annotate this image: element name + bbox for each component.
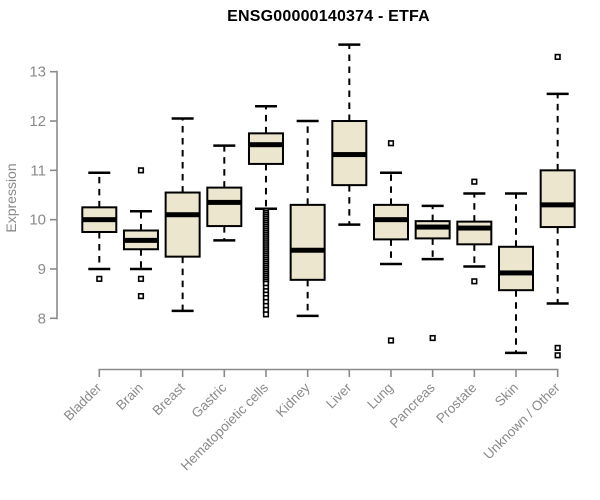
boxplot-skin (498, 192, 534, 355)
median-line (165, 212, 200, 218)
outlier-point (387, 337, 395, 344)
outlier-point (96, 275, 103, 282)
iqr-box (498, 245, 534, 292)
x-tick-label: Brain (113, 380, 146, 413)
x-tick-label: Breast (150, 380, 188, 418)
median-line (540, 202, 575, 208)
x-tick-label: Skin (492, 380, 521, 409)
boxplot-bladder (81, 171, 118, 282)
outlier-point (262, 311, 270, 318)
y-tick-label: 9 (38, 261, 46, 278)
iqr-box (414, 220, 451, 240)
iqr-box (289, 203, 326, 281)
x-tick-label: Prostate (433, 380, 479, 426)
boxplot-liver (331, 43, 368, 226)
median-line (457, 225, 492, 231)
chart-title: ENSG00000140374 - ETFA (227, 8, 430, 25)
median-line (207, 199, 242, 205)
median-line (290, 247, 325, 253)
median-line (373, 217, 408, 223)
median-line (332, 152, 367, 158)
outlier-point (554, 352, 561, 359)
x-tick-label: Gastric (189, 380, 230, 421)
y-tick-label: 13 (29, 64, 46, 81)
iqr-box (164, 191, 201, 258)
median-line (82, 217, 117, 223)
y-tick-label: 10 (29, 212, 46, 229)
outlier-point (137, 293, 145, 300)
x-tick-label: Lung (364, 380, 396, 412)
boxplot-prostate (456, 178, 493, 285)
boxplot-breast (164, 117, 201, 313)
y-tick-label: 12 (29, 113, 46, 130)
boxplot-hematopoietic-cells (247, 104, 284, 318)
y-tick-label: 11 (30, 162, 46, 179)
y-axis-title: Expression (3, 163, 19, 232)
boxplot-unknown-other (539, 53, 576, 359)
boxplot-pancreas (414, 204, 451, 342)
median-line (415, 224, 450, 230)
boxplot-gastric (206, 144, 243, 242)
outlier-point (137, 167, 145, 174)
outlier-point (429, 334, 436, 342)
x-tick-label: Liver (323, 380, 355, 412)
iqr-box (206, 186, 243, 228)
x-tick-label: Unknown / Other (481, 380, 564, 463)
outlier-point (137, 275, 145, 282)
y-tick-label: 8 (38, 310, 46, 327)
boxplot-lung (372, 140, 409, 344)
outlier-point (554, 53, 561, 61)
median-line (499, 270, 533, 276)
boxplot-brain (122, 167, 159, 300)
outlier-point (554, 344, 561, 351)
y-axis: 8 9 10 11 12 13 Expression (3, 64, 58, 327)
boxplot-kidney (289, 119, 326, 318)
median-line (123, 237, 158, 243)
outlier-point (471, 278, 478, 285)
outlier-point (471, 178, 478, 185)
outlier-point (387, 140, 395, 147)
median-line (248, 142, 283, 148)
x-tick-label: Kidney (273, 380, 313, 420)
x-tick-label: Bladder (61, 380, 105, 424)
x-tick-label: Pancreas (387, 380, 438, 431)
iqr-box (456, 220, 493, 246)
iqr-box (539, 169, 576, 229)
iqr-box (247, 132, 284, 165)
